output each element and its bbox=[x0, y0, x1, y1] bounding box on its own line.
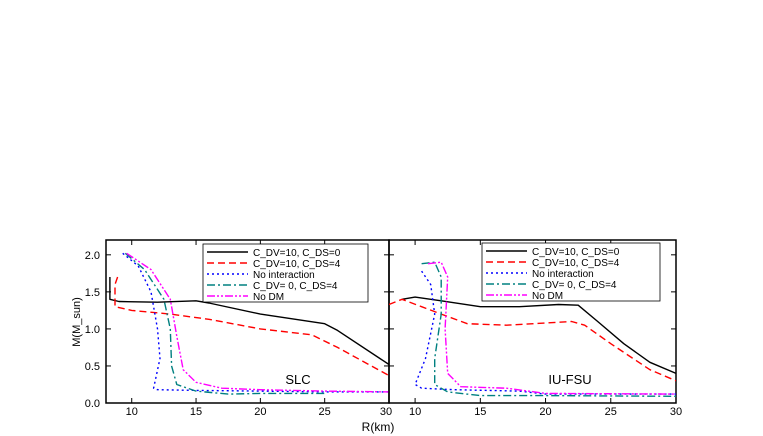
legend: C_DV=10, C_DS=0C_DV=10, C_DS=4No interac… bbox=[481, 242, 661, 302]
x-tick-label: 30 bbox=[670, 406, 682, 418]
legend-label: No DM bbox=[532, 291, 563, 302]
x-tick-label: 10 bbox=[126, 406, 138, 418]
legend-label: No DM bbox=[253, 292, 284, 303]
panel-annotation: IU-FSU bbox=[548, 372, 591, 387]
legend-label: C_DV= 0, C_DS=4 bbox=[253, 281, 338, 292]
legend-label: C_DV=10, C_DS=4 bbox=[253, 259, 341, 270]
plot-frame bbox=[388, 239, 677, 404]
x-tick-label: 15 bbox=[474, 406, 486, 418]
legend: C_DV=10, C_DS=0C_DV=10, C_DS=4No interac… bbox=[202, 243, 369, 303]
y-tick-label: 1.0 bbox=[85, 324, 100, 336]
x-tick-label: 20 bbox=[254, 406, 266, 418]
y-tick-label: 1.5 bbox=[85, 287, 100, 299]
x-tick-label: 25 bbox=[605, 406, 617, 418]
legend-label: C_DV=10, C_DS=0 bbox=[532, 247, 620, 258]
panel-annotation: SLC bbox=[285, 372, 310, 387]
series-line-2 bbox=[122, 252, 389, 393]
x-tick-label: 10 bbox=[409, 406, 421, 418]
legend-label: C_DV=10, C_DS=4 bbox=[532, 258, 620, 269]
panel-slc: 10 15 20 25 30 0.0 0.5 1.0 1.5 2.0 C_DV=10, C_DS=0… bbox=[85, 239, 392, 418]
y-tick-label: 0.0 bbox=[85, 398, 100, 410]
x-tick-label: 30 bbox=[380, 406, 392, 418]
legend-box bbox=[202, 243, 369, 303]
y-axis-label: M(M_sun) bbox=[71, 297, 83, 347]
y-tick-label: 2.0 bbox=[85, 250, 100, 262]
legend-label: No interaction bbox=[253, 270, 315, 281]
x-tick-label: 20 bbox=[539, 406, 551, 418]
legend-label: No interaction bbox=[532, 269, 594, 280]
x-tick-label: 15 bbox=[190, 406, 202, 418]
series-line-3 bbox=[421, 261, 676, 397]
legend-label: C_DV= 0, C_DS=4 bbox=[532, 280, 617, 291]
x-axis-label: R(km) bbox=[362, 420, 395, 434]
y-tick-label: 0.5 bbox=[85, 361, 100, 373]
series-line-0 bbox=[401, 296, 676, 375]
panel-iu-fsu: 10 15 20 25 30 C_DV=10, C_DS=0C_DV=10, C_DS=4… bbox=[388, 239, 682, 418]
legend-label: C_DV=10, C_DS=0 bbox=[253, 248, 341, 259]
series-line-1 bbox=[114, 276, 389, 377]
series-line-4 bbox=[126, 252, 389, 393]
legend-box bbox=[481, 242, 661, 302]
series-line-1 bbox=[389, 298, 676, 382]
series-line-4 bbox=[428, 261, 676, 395]
series-line-2 bbox=[414, 270, 676, 395]
x-tick-label: 25 bbox=[319, 406, 331, 418]
